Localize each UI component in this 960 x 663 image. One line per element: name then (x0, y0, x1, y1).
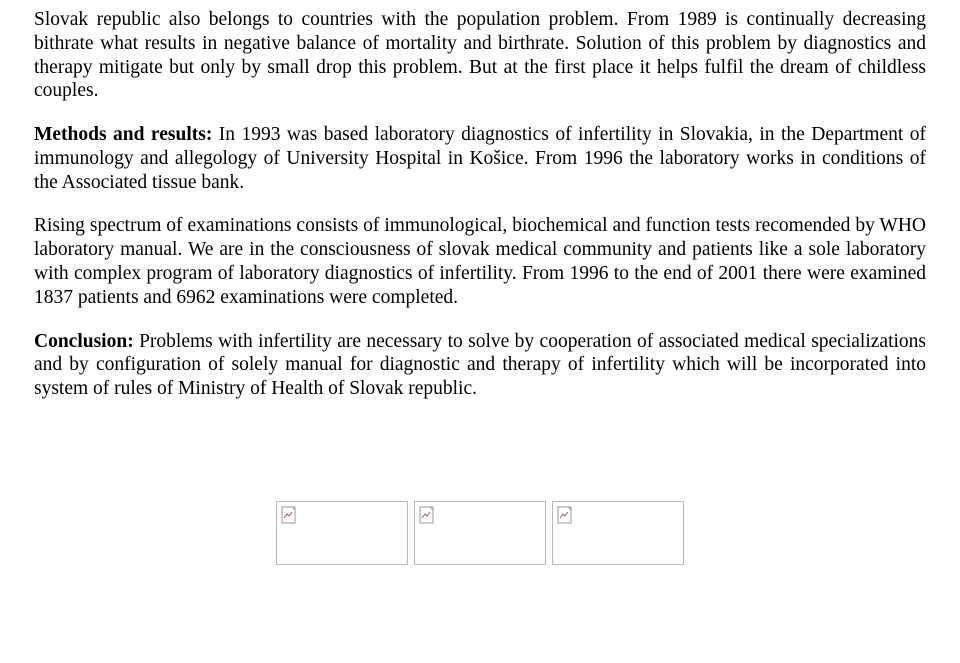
broken-image-icon (419, 506, 437, 524)
paragraph-methods: Methods and results: In 1993 was based l… (34, 123, 926, 194)
image-placeholder (552, 501, 684, 565)
conclusion-text: Problems with infertility are necessary … (34, 331, 926, 400)
conclusion-label: Conclusion: (34, 331, 134, 352)
image-placeholder-row (34, 501, 926, 565)
methods-label: Methods and results: (34, 124, 212, 145)
image-placeholder (276, 501, 408, 565)
paragraph-rising: Rising spectrum of examinations consists… (34, 214, 926, 309)
paragraph-intro: Slovak republic also belongs to countrie… (34, 8, 926, 103)
broken-image-icon (281, 506, 299, 524)
paragraph-conclusion: Conclusion: Problems with infertility ar… (34, 330, 926, 401)
broken-image-icon (557, 506, 575, 524)
image-placeholder (414, 501, 546, 565)
document-page: Slovak republic also belongs to countrie… (0, 0, 960, 585)
